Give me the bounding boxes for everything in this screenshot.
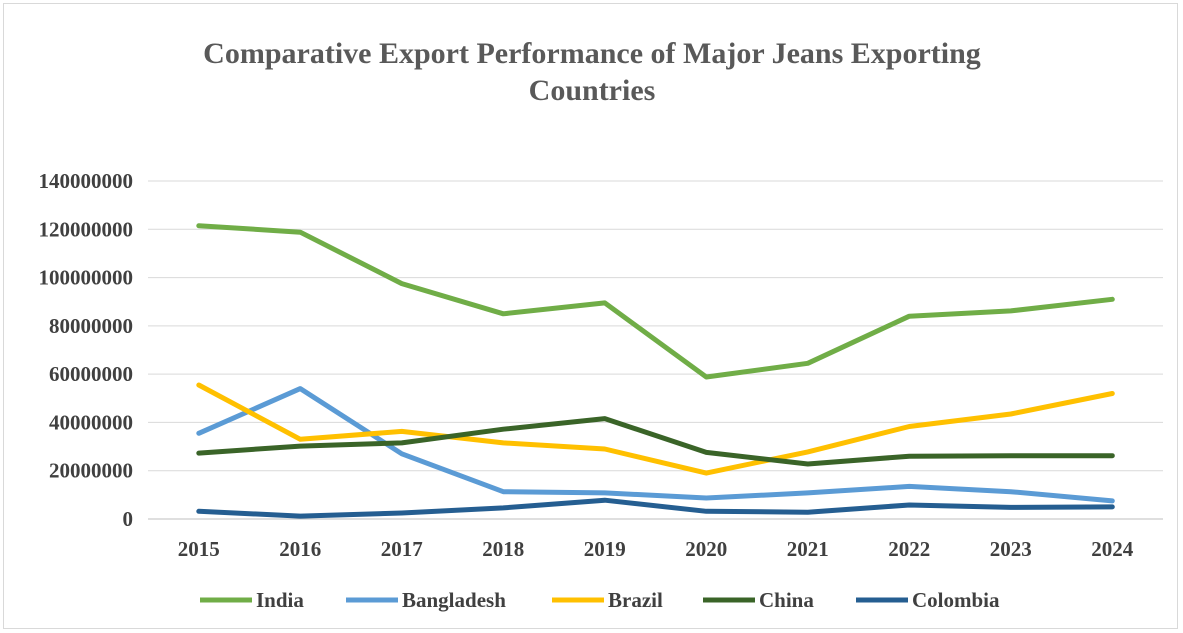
legend-item-india: India bbox=[200, 588, 304, 612]
series-line-brazil bbox=[196, 382, 1115, 476]
x-tick-label: 2021 bbox=[787, 537, 829, 561]
x-tick-label: 2017 bbox=[381, 537, 423, 561]
y-tick-label: 0 bbox=[123, 507, 134, 531]
x-tick-label: 2018 bbox=[482, 537, 524, 561]
x-axis-ticks: 2015 2016 2017 2018 2019 2020 2021 2022 2023 2024 bbox=[178, 537, 1134, 561]
chart-title-line2: Countries bbox=[529, 74, 656, 107]
x-tick-label: 2020 bbox=[685, 537, 727, 561]
legend-label: India bbox=[256, 588, 304, 612]
series-lines bbox=[196, 223, 1115, 519]
chart-frame bbox=[3, 3, 1178, 629]
y-tick-label: 140000000 bbox=[39, 169, 134, 193]
legend-label: Bangladesh bbox=[402, 588, 506, 612]
y-tick-label: 80000000 bbox=[49, 314, 133, 338]
x-tick-label: 2023 bbox=[990, 537, 1032, 561]
y-tick-label: 100000000 bbox=[39, 266, 134, 290]
legend-label: Brazil bbox=[608, 588, 663, 612]
y-tick-label: 40000000 bbox=[49, 410, 133, 434]
legend-item-china: China bbox=[703, 588, 814, 612]
legend-item-brazil: Brazil bbox=[552, 588, 663, 612]
y-tick-label: 60000000 bbox=[49, 362, 133, 386]
series-line-china bbox=[196, 416, 1115, 467]
x-tick-label: 2015 bbox=[178, 537, 220, 561]
legend: India Bangladesh Brazil China Colombia bbox=[200, 588, 1000, 612]
x-tick-label: 2016 bbox=[279, 537, 321, 561]
x-tick-label: 2024 bbox=[1091, 537, 1134, 561]
gridlines bbox=[148, 180, 1163, 520]
legend-label: China bbox=[759, 588, 814, 612]
chart-title-line1: Comparative Export Performance of Major … bbox=[203, 37, 981, 70]
x-tick-label: 2019 bbox=[584, 537, 626, 561]
legend-item-colombia: Colombia bbox=[856, 588, 1000, 612]
y-axis-ticks: 0 20000000 40000000 60000000 80000000 1000000… bbox=[39, 169, 134, 531]
x-tick-label: 2022 bbox=[888, 537, 930, 561]
series-line-bangladesh bbox=[196, 386, 1115, 504]
y-tick-label: 20000000 bbox=[49, 459, 133, 483]
y-tick-label: 120000000 bbox=[39, 217, 134, 241]
series-line-colombia bbox=[196, 497, 1115, 519]
legend-item-bangladesh: Bangladesh bbox=[346, 588, 506, 612]
legend-label: Colombia bbox=[912, 588, 1000, 612]
series-line-india bbox=[196, 223, 1115, 380]
